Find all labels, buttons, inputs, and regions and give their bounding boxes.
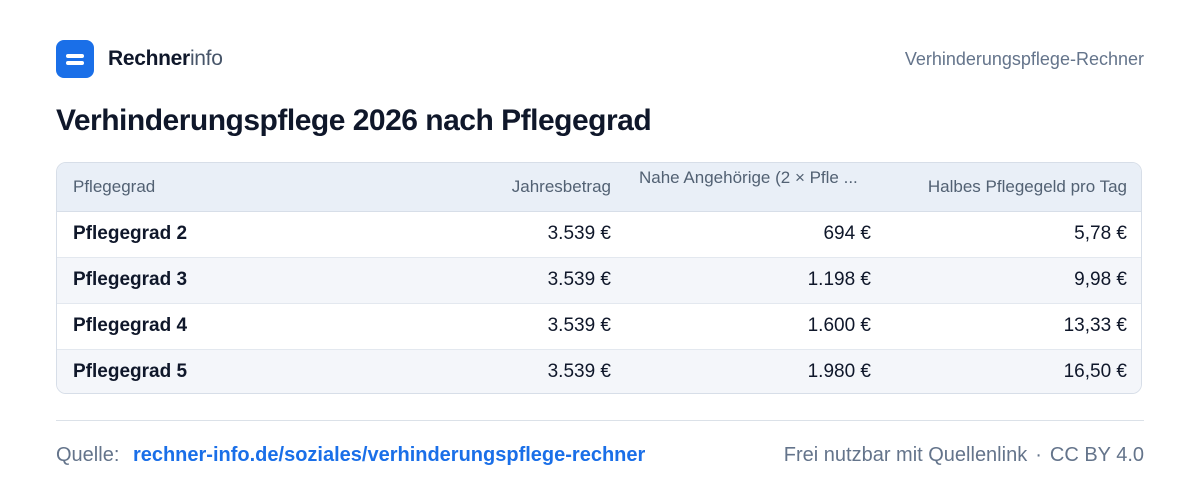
column-header-pflegegrad: Pflegegrad	[57, 163, 467, 212]
brand[interactable]: Rechnerinfo	[56, 40, 223, 78]
page-header: Rechnerinfo Verhinderungspflege-Rechner	[56, 40, 1144, 78]
table-cell: 3.539 €	[467, 303, 627, 350]
page-footer: Quelle: rechner-info.de/soziales/verhind…	[56, 444, 1144, 467]
table-cell: 1.198 €	[627, 257, 887, 304]
source-label: Quelle:	[56, 444, 120, 466]
table-cell: 3.539 €	[467, 211, 627, 258]
page-title: Verhinderungspflege 2026 nach Pflegegrad	[56, 104, 652, 137]
brand-name: Rechnerinfo	[108, 47, 223, 71]
license-text: Frei nutzbar mit Quellenlink	[783, 444, 1028, 466]
table-row: Pflegegrad 5 3.539 € 1.980 € 16,50 €	[57, 349, 1141, 393]
logo-icon	[56, 40, 94, 78]
table-row: Pflegegrad 4 3.539 € 1.600 € 13,33 €	[57, 303, 1141, 350]
table-cell: 16,50 €	[887, 349, 1141, 393]
table-cell: Pflegegrad 3	[57, 257, 467, 304]
column-header-pflegegeld: Halbes Pflegegeld pro Tag	[887, 163, 1141, 212]
license-name: CC BY 4.0	[1049, 444, 1144, 466]
table-cell: Pflegegrad 2	[57, 211, 467, 258]
table-cell: 5,78 €	[887, 211, 1141, 258]
table-cell: 3.539 €	[467, 257, 627, 304]
source-link[interactable]: rechner-info.de/soziales/verhinderungspf…	[132, 444, 646, 466]
license-info: Frei nutzbar mit Quellenlink · CC BY 4.0	[784, 444, 1144, 467]
calculator-name: Verhinderungspflege-Rechner	[904, 48, 1144, 69]
separator: ·	[1035, 444, 1042, 466]
table-cell: Pflegegrad 4	[57, 303, 467, 350]
brand-name-bold: Rechner	[108, 47, 190, 70]
table-cell: Pflegegrad 5	[57, 349, 467, 393]
column-header-jahresbetrag: Jahresbetrag	[467, 163, 627, 212]
table-cell: 3.539 €	[467, 349, 627, 393]
table-header-row: Pflegegrad Jahresbetrag Nahe Angehörige …	[57, 163, 1141, 212]
column-header-angehoerige: Nahe Angehörige (2 × Pfle ...	[627, 163, 887, 212]
data-table: Pflegegrad Jahresbetrag Nahe Angehörige …	[56, 162, 1142, 394]
table-cell: 1.600 €	[627, 303, 887, 350]
footer-divider	[56, 420, 1144, 421]
source: Quelle: rechner-info.de/soziales/verhind…	[56, 444, 645, 467]
table-cell: 9,98 €	[887, 257, 1141, 304]
table-cell: 13,33 €	[887, 303, 1141, 350]
table-row: Pflegegrad 2 3.539 € 694 € 5,78 €	[57, 211, 1141, 258]
table-row: Pflegegrad 3 3.539 € 1.198 € 9,98 €	[57, 257, 1141, 304]
brand-name-light: info	[189, 47, 223, 70]
table-cell: 1.980 €	[627, 349, 887, 393]
table-cell: 694 €	[627, 211, 887, 258]
